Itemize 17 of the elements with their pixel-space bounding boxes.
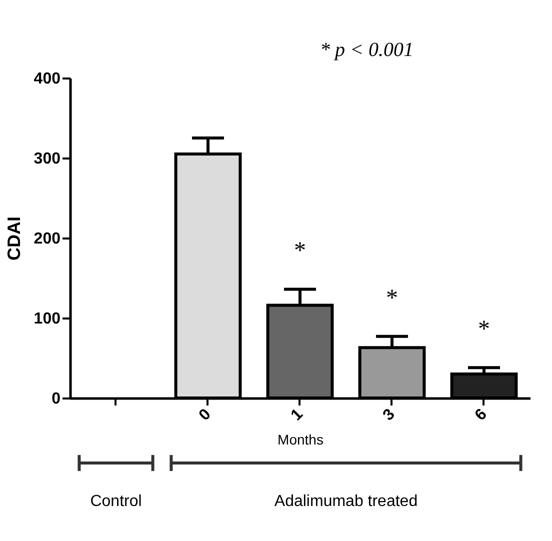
x-tick-label: 0 [196, 406, 214, 424]
y-tick-label: 400 [34, 70, 61, 88]
y-tick-label: 200 [34, 230, 61, 248]
x-tick-label: 3 [380, 406, 398, 424]
x-tick-label: 6 [472, 406, 490, 424]
x-tick-label: 1 [288, 406, 306, 424]
annotation: * [478, 316, 490, 343]
annotation: * [386, 285, 398, 312]
text: Adalimumab treated [274, 493, 418, 510]
y-tick-label: 300 [34, 150, 61, 168]
y-axis-title: CDAI [4, 216, 24, 260]
y-tick-label: 100 [34, 310, 61, 328]
x-axis-title: Months [278, 431, 324, 448]
annotation: * [294, 238, 306, 264]
y-tick-label: 0 [52, 390, 61, 408]
text: * p < 0.001 [320, 39, 414, 61]
text: Control [90, 493, 142, 510]
